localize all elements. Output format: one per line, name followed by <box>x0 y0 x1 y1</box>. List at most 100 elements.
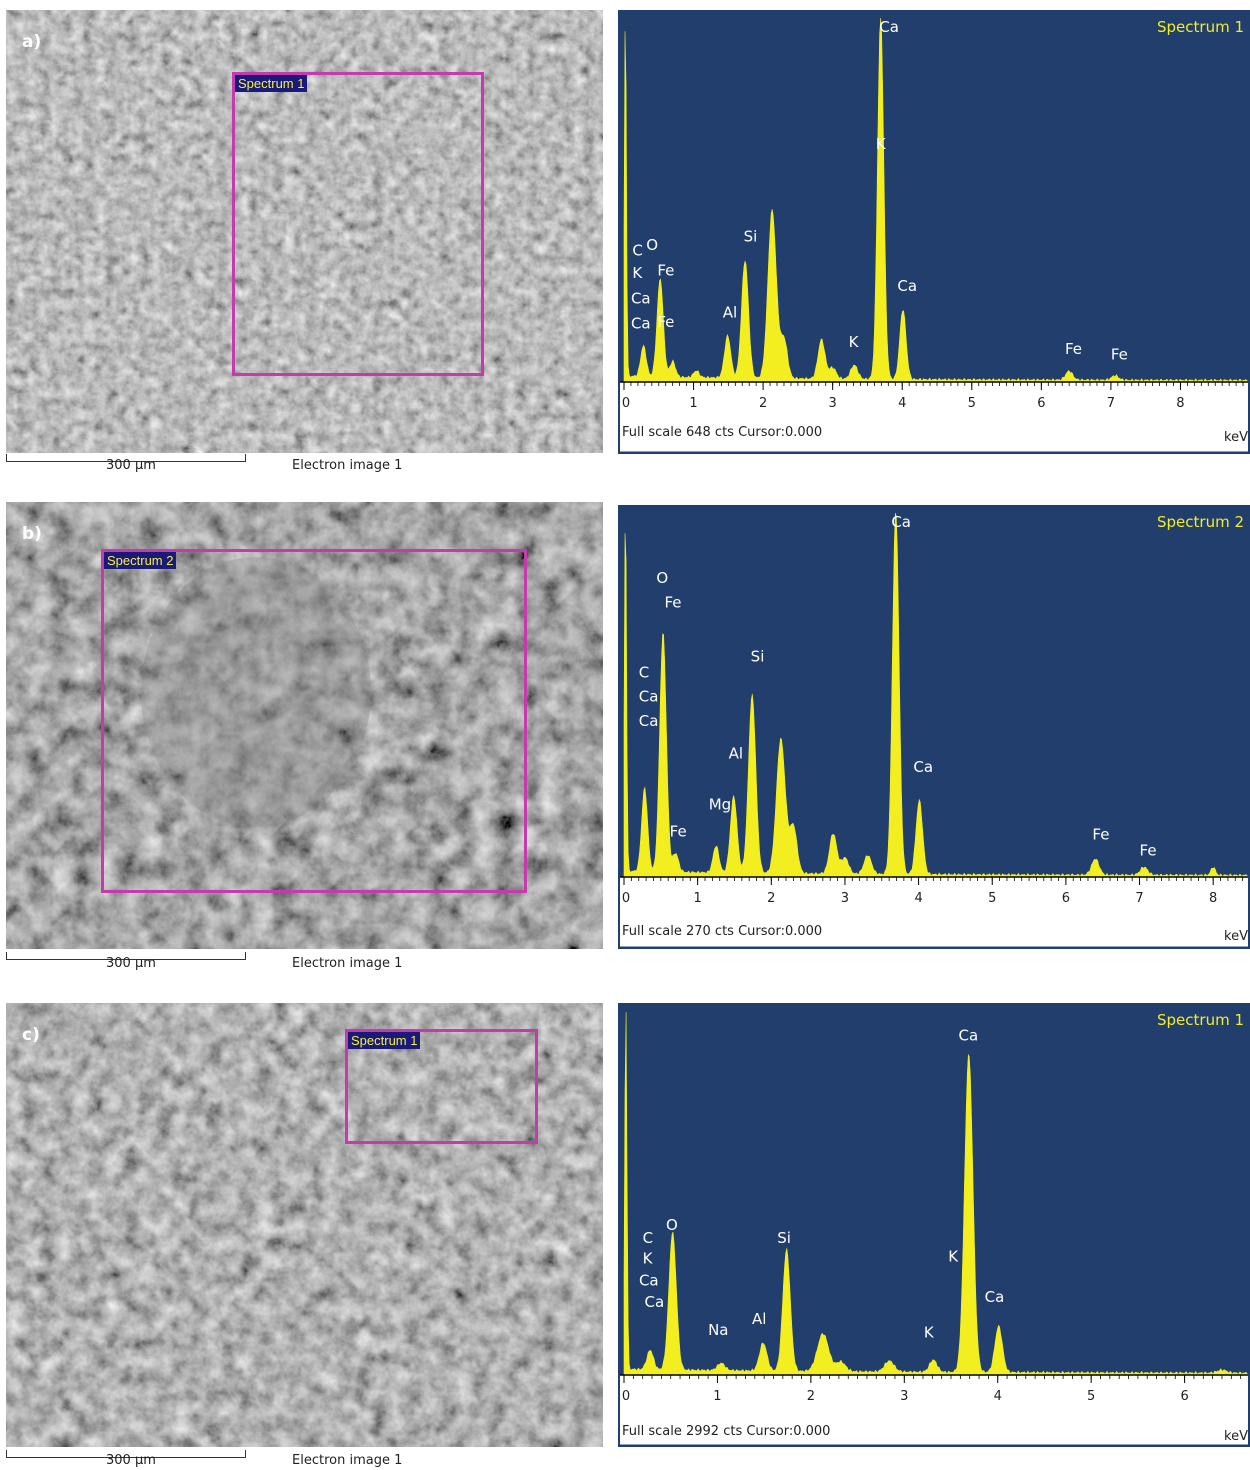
element-peak-label: Mg <box>709 796 731 814</box>
element-peak-label: Ca <box>631 289 651 307</box>
element-peak-label: Fe <box>1065 340 1082 358</box>
sem-image-b: b) Spectrum 2 <box>6 502 603 949</box>
element-peak-label: C <box>639 663 649 681</box>
spectrum-axis-area <box>620 877 1250 947</box>
element-peak-label: Ca <box>645 1293 665 1311</box>
electron-image-label: Electron image 1 <box>292 956 403 971</box>
spectrum-plot-area <box>620 1003 1250 1375</box>
spectrum-border <box>618 10 1250 454</box>
spectrum-region-label: Spectrum 1 <box>235 75 308 92</box>
spectrum-plot-area <box>620 505 1250 877</box>
x-tick-label: 6 <box>1037 396 1045 411</box>
x-tick-label: 7 <box>1107 396 1115 411</box>
spectrum-footer: Full scale 2992 cts Cursor:0.000 <box>622 1424 830 1439</box>
x-tick-label: 2 <box>807 1389 815 1404</box>
spectrum-title: Spectrum 2 <box>1157 513 1244 531</box>
eds-spectrum-c: Ca O C Si K K Ca Ca Ca Al Na K Spectrum 1 0 1 2 3 4 5 6 Full… <box>618 1003 1250 1447</box>
element-peak-label: Al <box>723 303 737 321</box>
spectrum-axis-area <box>620 1375 1250 1445</box>
element-peak-label: Al <box>752 1310 766 1328</box>
spectrum-footer: Full scale 648 cts Cursor:0.000 <box>622 425 822 440</box>
spectrum-region-box: Spectrum 1 <box>345 1029 538 1144</box>
element-peak-label: Ca <box>879 18 899 36</box>
x-tick-label: 4 <box>898 396 906 411</box>
electron-image-label: Electron image 1 <box>292 458 403 473</box>
element-peak-label: K <box>876 135 887 153</box>
spectrum-series-area <box>623 513 1250 878</box>
spectrum-region-box: Spectrum 2 <box>101 549 527 893</box>
scale-bar <box>6 1450 246 1458</box>
spectrum-axis-area <box>620 382 1250 452</box>
x-tick-label: 4 <box>914 891 922 906</box>
spectrum-title: Spectrum 1 <box>1157 18 1244 36</box>
x-tick-label: 7 <box>1135 891 1143 906</box>
x-tick-label: 3 <box>900 1389 908 1404</box>
element-peak-label: C <box>643 1229 653 1247</box>
x-tick-label: 3 <box>829 396 837 411</box>
sem-texture-b <box>6 502 603 949</box>
element-peak-label: O <box>656 569 668 587</box>
element-peak-label: K <box>643 1250 654 1268</box>
x-tick-label: 0 <box>622 1389 630 1404</box>
element-peak-label: Si <box>777 1229 791 1247</box>
scale-label: 300 µm <box>106 458 156 473</box>
panel-letter-a: a) <box>22 32 42 52</box>
element-peak-label: Fe <box>657 261 674 279</box>
element-peak-label: K <box>849 333 860 351</box>
x-tick-label: 0 <box>622 396 630 411</box>
particle-highlight <box>141 557 371 827</box>
spectrum-series-area <box>623 17 1250 383</box>
sem-texture-c <box>6 1003 603 1447</box>
spectrum-series-area <box>623 1012 1250 1376</box>
spectrum-region-label: Spectrum 2 <box>104 552 177 569</box>
element-peak-label: Ca <box>913 758 933 776</box>
panel-letter-b: b) <box>22 524 42 544</box>
x-tick-label: 1 <box>689 396 697 411</box>
x-tick-label: 2 <box>759 396 767 411</box>
x-axis-unit: keV <box>1224 430 1248 445</box>
x-tick-label: 5 <box>1087 1389 1095 1404</box>
element-peak-label: Fe <box>657 313 674 331</box>
element-peak-label: K <box>948 1247 959 1265</box>
spectrum-border <box>618 1003 1250 1447</box>
element-peak-label: Na <box>708 1321 728 1339</box>
x-tick-label: 5 <box>988 891 996 906</box>
spectrum-region-box: Spectrum 1 <box>232 72 484 376</box>
x-tick-label: 3 <box>841 891 849 906</box>
element-peak-label: Ca <box>639 1272 659 1290</box>
x-tick-label: 1 <box>713 1389 721 1404</box>
spectrum-footer: Full scale 270 cts Cursor:0.000 <box>622 924 822 939</box>
spectrum-plot-area <box>620 10 1250 382</box>
x-tick-label: 5 <box>968 396 976 411</box>
element-peak-label: Al <box>729 744 743 762</box>
element-peak-label: Fe <box>665 593 682 611</box>
eds-spectrum-svg: O Fe C Si Ca Ca Al Ca Mg Fe Fe Fe Ca Spectrum 2 0 1 2 3 4 5… <box>618 505 1250 949</box>
x-tick-label: 4 <box>994 1389 1002 1404</box>
element-peak-label: O <box>666 1216 678 1234</box>
element-peak-label: O <box>646 236 658 254</box>
element-peak-label: C <box>632 242 642 260</box>
x-tick-label: 0 <box>622 891 630 906</box>
sem-image-c: c) Spectrum 1 <box>6 1003 603 1447</box>
element-peak-label: Ca <box>631 315 651 333</box>
x-tick-label: 1 <box>694 891 702 906</box>
x-axis-unit: keV <box>1224 1429 1248 1444</box>
electron-image-label: Electron image 1 <box>292 1453 403 1468</box>
element-peak-label: Ca <box>639 688 659 706</box>
scale-bar <box>6 454 246 462</box>
sem-image-a: a) Spectrum 1 <box>6 10 603 453</box>
element-peak-label: Ca <box>639 712 659 730</box>
scale-label: 300 µm <box>106 956 156 971</box>
eds-spectrum-svg: Ca OC Si K K Ca Ca Ca Al Na K Spectrum 1 0 1 2 3 4 5 6 Full… <box>618 1003 1250 1447</box>
spectrum-border <box>618 505 1250 949</box>
element-peak-label: K <box>924 1323 935 1341</box>
element-peak-label: Ca <box>897 277 917 295</box>
element-peak-label: Si <box>744 228 758 246</box>
scale-bar <box>6 952 246 960</box>
spectrum-title: Spectrum 1 <box>1157 1011 1244 1029</box>
element-peak-label: Si <box>751 647 765 665</box>
spectrum-region-label: Spectrum 1 <box>348 1032 421 1049</box>
x-axis-unit: keV <box>1224 929 1248 944</box>
